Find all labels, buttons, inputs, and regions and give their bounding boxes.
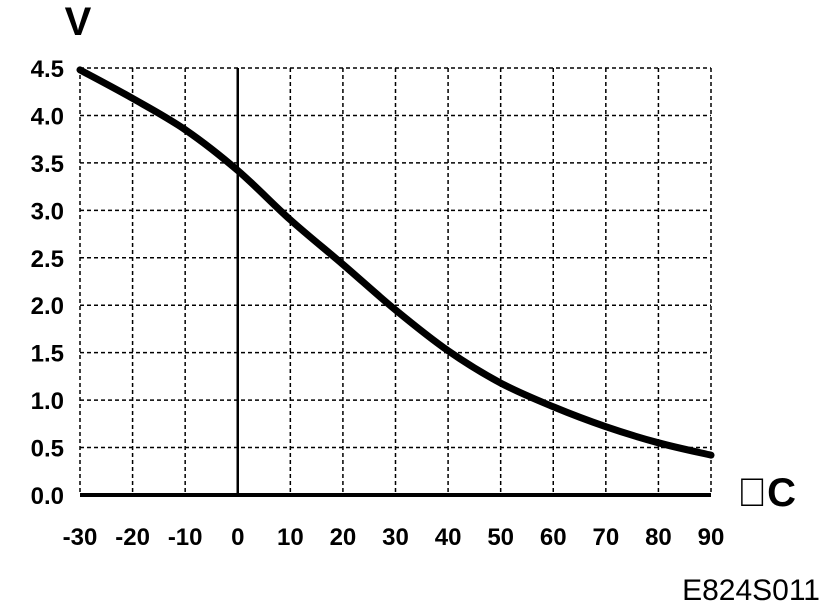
y-tick-label: 2.0: [31, 293, 64, 320]
x-tick-label: 30: [382, 524, 409, 551]
y-tick-label: 4.5: [31, 56, 64, 83]
x-tick-label: -30: [63, 524, 98, 551]
series: [76, 66, 715, 459]
series-line: [76, 66, 715, 459]
x-tick-label: 60: [540, 524, 567, 551]
y-tick-label: 3.0: [31, 198, 64, 225]
y-tick-label: 0.0: [31, 483, 64, 510]
x-tick-label: 40: [435, 524, 462, 551]
x-tick-label: 10: [277, 524, 304, 551]
y-tick-label: 2.5: [31, 246, 64, 273]
x-axis-label:  C: [737, 471, 796, 515]
x-tick-label: 80: [645, 524, 672, 551]
x-tick-label: 20: [330, 524, 357, 551]
x-tick-label: -20: [115, 524, 150, 551]
axes: [80, 68, 711, 497]
y-tick-labels: 0.0 0.5 1.0 1.5 2.0 2.5 3.0 3.5 4.0 4.5: [31, 56, 64, 510]
y-tick-label: 1.5: [31, 341, 64, 368]
y-tick-label: 4.0: [31, 103, 64, 130]
x-tick-label: 0: [231, 524, 244, 551]
y-tick-label: 0.5: [31, 436, 64, 463]
grid: [79, 67, 712, 495]
y-axis-label: V: [65, 0, 92, 44]
figure-code: E824S011: [682, 574, 820, 607]
x-tick-labels: -30 -20 -10 0 10 20 30 40 50 60 70 80 90: [63, 524, 725, 551]
x-tick-label: 70: [592, 524, 619, 551]
x-tick-label: 90: [698, 524, 725, 551]
y-tick-label: 1.0: [31, 388, 64, 415]
x-tick-label: 50: [487, 524, 514, 551]
x-tick-label: -10: [168, 524, 203, 551]
y-tick-label: 3.5: [31, 151, 64, 178]
